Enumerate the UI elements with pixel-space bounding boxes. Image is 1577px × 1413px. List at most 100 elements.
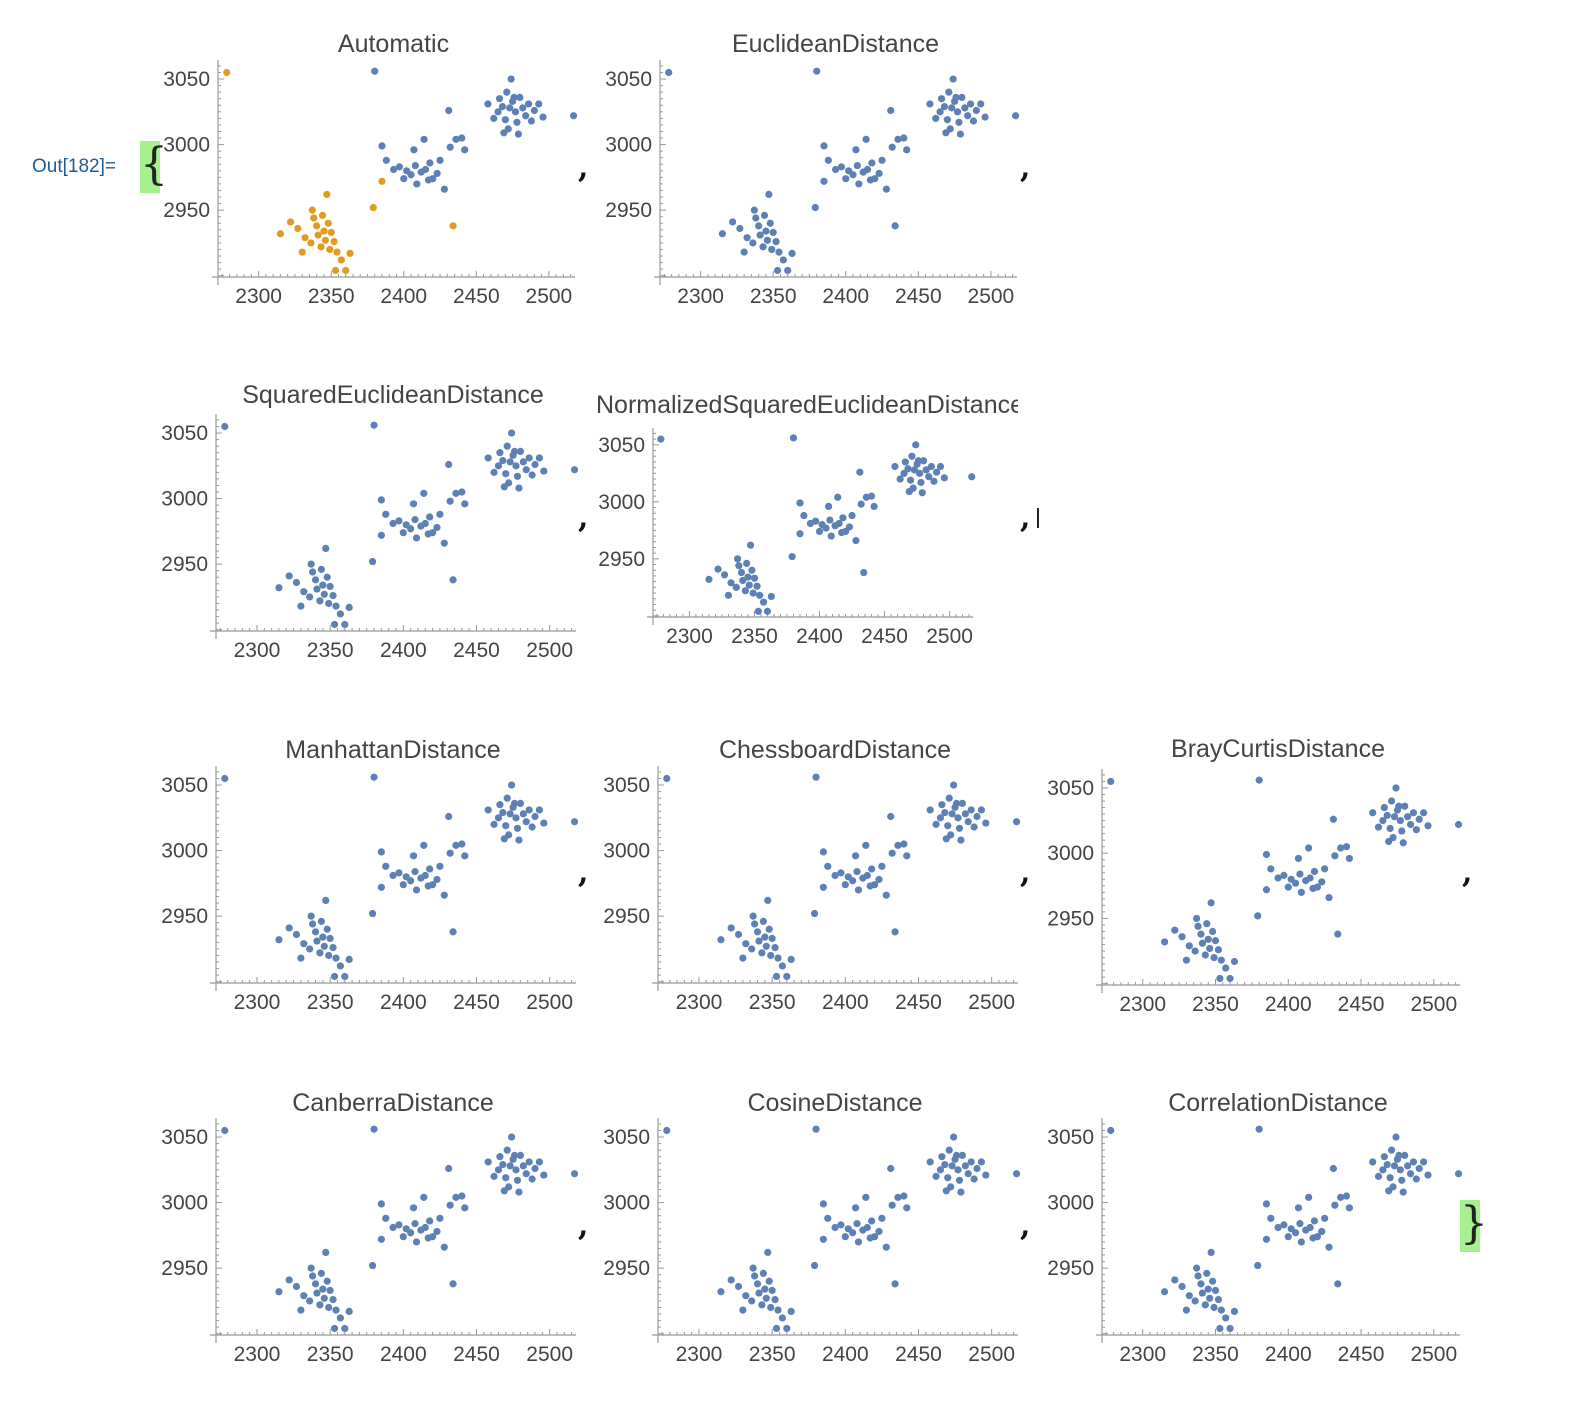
data-point — [1012, 818, 1021, 826]
data-point — [868, 865, 876, 873]
data-point — [510, 1151, 519, 1159]
data-point — [569, 112, 578, 120]
data-point — [445, 106, 453, 115]
x-tick-label: 2350 — [749, 1343, 796, 1366]
data-point — [490, 820, 498, 828]
data-point — [370, 1125, 378, 1133]
x-tick-label: 2300 — [1119, 993, 1166, 1016]
data-point — [502, 470, 510, 478]
data-point — [1216, 974, 1224, 983]
data-point — [950, 1133, 958, 1141]
data-point — [1211, 937, 1220, 945]
data-point — [1379, 1166, 1387, 1174]
data-point — [944, 1174, 952, 1182]
data-point — [1329, 815, 1337, 823]
data-point — [321, 236, 329, 244]
x-tick-label: 2300 — [234, 1343, 281, 1366]
data-point — [887, 1164, 895, 1173]
data-point — [762, 1294, 770, 1302]
data-point — [322, 1248, 330, 1257]
data-point — [319, 933, 327, 941]
data-point — [981, 113, 989, 121]
data-point — [1296, 1219, 1304, 1228]
x-tick-label: 2400 — [380, 1343, 427, 1366]
data-point — [940, 102, 949, 111]
data-point — [875, 169, 883, 178]
data-point — [1342, 1192, 1351, 1200]
data-point — [724, 591, 733, 599]
data-point — [308, 1272, 317, 1280]
data-point — [1337, 1193, 1345, 1201]
data-point — [496, 801, 504, 809]
data-point — [761, 933, 769, 941]
data-point — [313, 585, 321, 593]
data-point — [510, 799, 519, 807]
data-point — [501, 116, 509, 124]
data-point — [1424, 822, 1432, 830]
data-point — [750, 1272, 759, 1280]
data-point — [746, 541, 755, 549]
scatter-panel: Automatic 2300 2350 2400 2450 2500 2950 3000 305… — [163, 30, 578, 308]
data-point — [1390, 1162, 1399, 1170]
data-point — [748, 1297, 756, 1305]
data-point — [969, 117, 978, 125]
data-point — [1412, 1175, 1420, 1183]
data-point — [446, 849, 454, 857]
data-point — [822, 524, 830, 532]
data-point — [522, 818, 530, 826]
data-point — [1216, 1324, 1224, 1333]
data-point — [1420, 1158, 1428, 1166]
data-point — [461, 1204, 469, 1212]
data-point — [1255, 776, 1263, 784]
data-point — [411, 867, 419, 876]
data-point — [887, 812, 895, 821]
data-point — [1274, 1223, 1282, 1232]
data-point — [368, 1261, 377, 1270]
scatter-panel: SquaredEuclideanDistance 2300 2350 2400 2450… — [161, 381, 579, 662]
data-point — [336, 1314, 344, 1322]
data-point — [500, 129, 508, 137]
data-point — [894, 841, 902, 849]
data-point — [734, 930, 743, 939]
data-point — [663, 774, 671, 783]
data-point — [320, 227, 328, 235]
data-point — [891, 222, 899, 230]
data-point — [919, 457, 928, 465]
data-point — [860, 568, 868, 577]
data-point — [313, 1289, 321, 1297]
data-point — [221, 422, 229, 431]
data-point — [765, 925, 773, 933]
data-point — [762, 227, 770, 235]
data-point — [407, 1229, 415, 1237]
data-point — [887, 106, 895, 115]
data-point — [925, 473, 933, 481]
data-point — [320, 590, 328, 598]
data-point — [973, 1164, 981, 1173]
data-point — [535, 1158, 544, 1166]
data-point — [449, 222, 457, 230]
data-point — [767, 592, 775, 601]
data-point — [1321, 1214, 1329, 1222]
x-tick-label: 2450 — [861, 625, 908, 648]
data-point — [1284, 883, 1292, 891]
x-tick-label: 2500 — [968, 991, 1015, 1014]
y-tick-label: 3000 — [1047, 1192, 1094, 1215]
data-point — [515, 484, 523, 492]
data-point — [774, 1306, 782, 1314]
data-point — [862, 841, 870, 849]
data-point — [410, 146, 418, 154]
data-point — [835, 519, 843, 528]
data-point — [531, 1164, 539, 1173]
data-point — [382, 156, 390, 164]
data-point — [316, 1301, 324, 1309]
data-point — [749, 239, 757, 247]
data-point — [310, 214, 318, 222]
x-tick-label: 2350 — [307, 639, 354, 662]
data-point — [982, 819, 990, 827]
data-point — [1262, 1235, 1271, 1243]
data-point — [484, 100, 492, 108]
data-point — [420, 135, 428, 143]
data-point — [1374, 823, 1383, 831]
data-point — [1401, 1151, 1409, 1159]
data-point — [851, 1204, 860, 1212]
